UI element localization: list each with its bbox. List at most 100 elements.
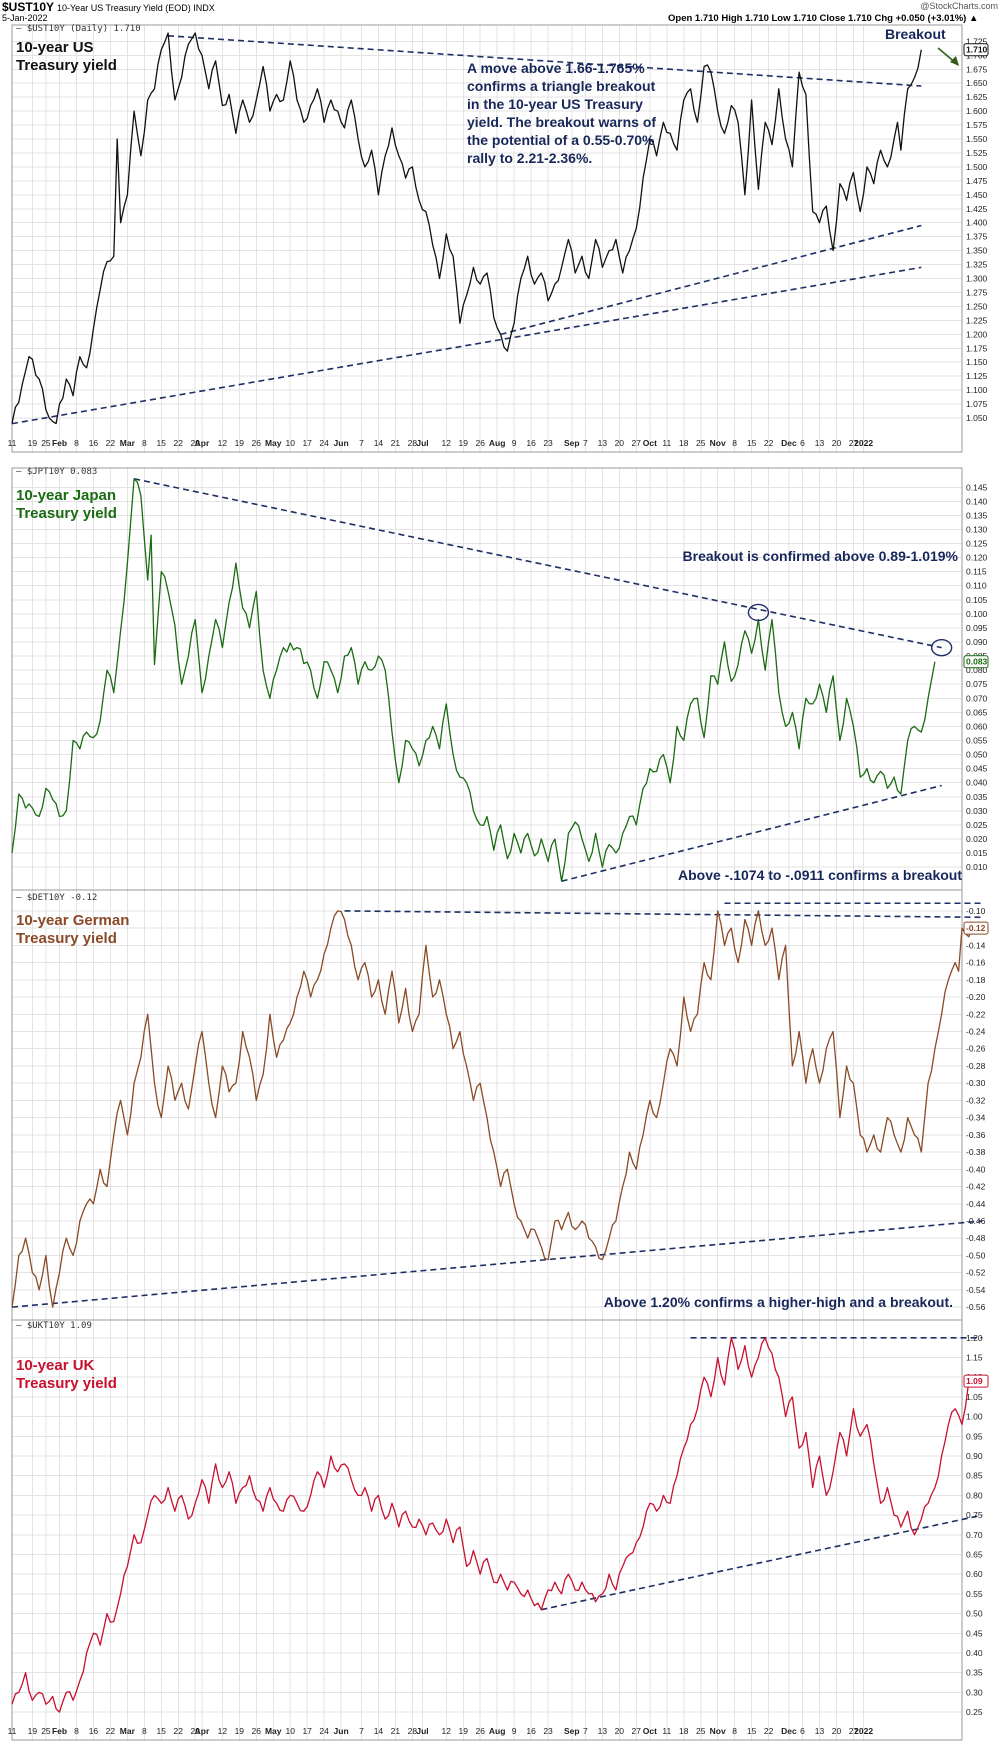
x-tick-label: 14 <box>374 438 384 448</box>
x-tick-label: 27 <box>632 438 642 448</box>
x-tick-label: 12 <box>218 438 228 448</box>
x-tick-label: 14 <box>374 1726 384 1736</box>
y-tick-label: -0.48 <box>966 1233 986 1243</box>
annotation-note: in the 10-year US Treasury <box>467 96 643 112</box>
last-value-box <box>963 43 989 57</box>
x-tick-label: 23 <box>543 1726 553 1736</box>
y-tick-label: 0.035 <box>966 792 988 802</box>
y-tick-label: 1.400 <box>966 218 988 228</box>
series-line-uk <box>11 1337 970 1713</box>
y-tick-label: 0.105 <box>966 595 988 605</box>
x-tick-label: 11 <box>8 438 17 448</box>
x-tick-label: 6 <box>800 438 805 448</box>
x-tick-label: 16 <box>526 438 536 448</box>
x-tick-label: 17 <box>302 438 312 448</box>
panel-label: Treasury yield <box>16 1375 117 1392</box>
x-tick-label: Mar <box>120 438 136 448</box>
y-tick-label: 1.475 <box>966 176 988 186</box>
panel-us: 1.050 1.075 1.100 1.125 1.150 1.175 1.200 1.225… <box>8 24 989 453</box>
y-tick-label: 0.055 <box>966 735 988 745</box>
highlight-circle <box>747 603 770 622</box>
x-tick-label: 16 <box>526 1726 536 1736</box>
trendline <box>541 1514 983 1611</box>
y-tick-label: 1.500 <box>966 162 988 172</box>
annotation-note: the potential of a 0.55-0.70% <box>467 132 655 148</box>
y-tick-label: 1.050 <box>966 413 988 423</box>
x-tick-label: 11 <box>8 1726 17 1736</box>
chart-date: 5-Jan-2022 <box>2 13 48 23</box>
y-tick-label: 0.140 <box>966 496 988 506</box>
y-tick-label: 0.130 <box>966 524 988 534</box>
y-tick-label: 0.90 <box>966 1451 983 1461</box>
y-tick-label: -0.24 <box>966 1026 986 1036</box>
annotation-note: Above -.1074 to -.0911 confirms a breako… <box>678 867 962 883</box>
panel-label: 10-year Japan <box>16 487 116 504</box>
x-tick-label: 19 <box>235 438 245 448</box>
y-tick-label: 1.550 <box>966 134 988 144</box>
x-tick-label: 24 <box>319 1726 329 1736</box>
y-tick-label: -0.26 <box>966 1044 986 1054</box>
trendline <box>11 1220 983 1308</box>
x-tick-label: 26 <box>475 438 485 448</box>
x-tick-label: 12 <box>218 1726 228 1736</box>
x-tick-label: 28 <box>408 1726 418 1736</box>
y-tick-label: 1.125 <box>966 371 988 381</box>
x-tick-label: 18 <box>679 438 689 448</box>
panel-frame <box>11 24 963 453</box>
x-tick-label: Nov <box>710 1726 726 1736</box>
y-tick-label: 0.60 <box>966 1569 983 1579</box>
y-tick-label: 1.300 <box>966 274 988 284</box>
trendline <box>500 224 922 336</box>
annotation-note: confirms a triangle breakout <box>467 78 656 94</box>
x-tick-label: 9 <box>512 1726 517 1736</box>
x-tick-label: 28 <box>408 438 418 448</box>
series-legend: — $DET10Y -0.12 <box>16 893 97 903</box>
x-tick-label: 27 <box>632 1726 642 1736</box>
x-tick-label: 22 <box>106 1726 116 1736</box>
y-tick-label: -0.10 <box>966 906 986 916</box>
y-tick-label: 0.145 <box>966 482 988 492</box>
y-tick-label: -0.22 <box>966 1009 986 1019</box>
x-tick-label: 23 <box>543 438 553 448</box>
x-tick-label: 22 <box>764 438 774 448</box>
y-tick-label: 1.225 <box>966 315 988 325</box>
y-tick-label: 0.060 <box>966 721 988 731</box>
y-tick-label: 0.50 <box>966 1609 983 1619</box>
breakout-callout: Breakout <box>885 26 946 42</box>
last-value-box <box>963 921 989 935</box>
trendline <box>344 910 983 919</box>
x-tick-label: Aug <box>489 438 506 448</box>
y-tick-label: -0.50 <box>966 1250 986 1260</box>
x-tick-label: 19 <box>28 438 38 448</box>
x-tick-label: 19 <box>459 1726 469 1736</box>
x-tick-label: 20 <box>832 438 842 448</box>
x-tick-label: Dec <box>781 438 797 448</box>
trendline <box>561 784 942 882</box>
y-tick-label: 1.325 <box>966 260 988 270</box>
series-line-japan <box>11 478 936 882</box>
last-value-box <box>963 1374 989 1388</box>
x-tick-label: 25 <box>41 1726 51 1736</box>
series-line-us <box>11 32 922 425</box>
x-tick-label: 20 <box>615 438 625 448</box>
annotation-note: yield. The breakout warns of <box>467 114 656 130</box>
annotation-note: Above 1.20% confirms a higher-high and a… <box>604 1294 953 1310</box>
callout-arrow-head <box>950 56 959 66</box>
x-tick-label: 7 <box>359 1726 364 1736</box>
series-legend: — $UST10Y (Daily) 1.710 <box>16 24 141 34</box>
y-tick-label: -0.18 <box>966 975 986 985</box>
last-value-label: 1.09 <box>966 1376 983 1386</box>
y-tick-label: -0.16 <box>966 958 986 968</box>
x-tick-label: 26 <box>252 438 262 448</box>
y-tick-label: 0.35 <box>966 1668 983 1678</box>
y-tick-label: -0.30 <box>966 1078 986 1088</box>
x-tick-label: 13 <box>598 438 608 448</box>
y-tick-label: 1.650 <box>966 78 988 88</box>
x-tick-label: Apr <box>195 438 210 448</box>
x-tick-label: 16 <box>89 1726 99 1736</box>
y-tick-label: 0.025 <box>966 820 988 830</box>
y-tick-label: 1.675 <box>966 64 988 74</box>
panel-label: Treasury yield <box>16 930 117 947</box>
y-tick-label: 0.115 <box>966 567 987 577</box>
y-tick-label: 0.050 <box>966 750 988 760</box>
